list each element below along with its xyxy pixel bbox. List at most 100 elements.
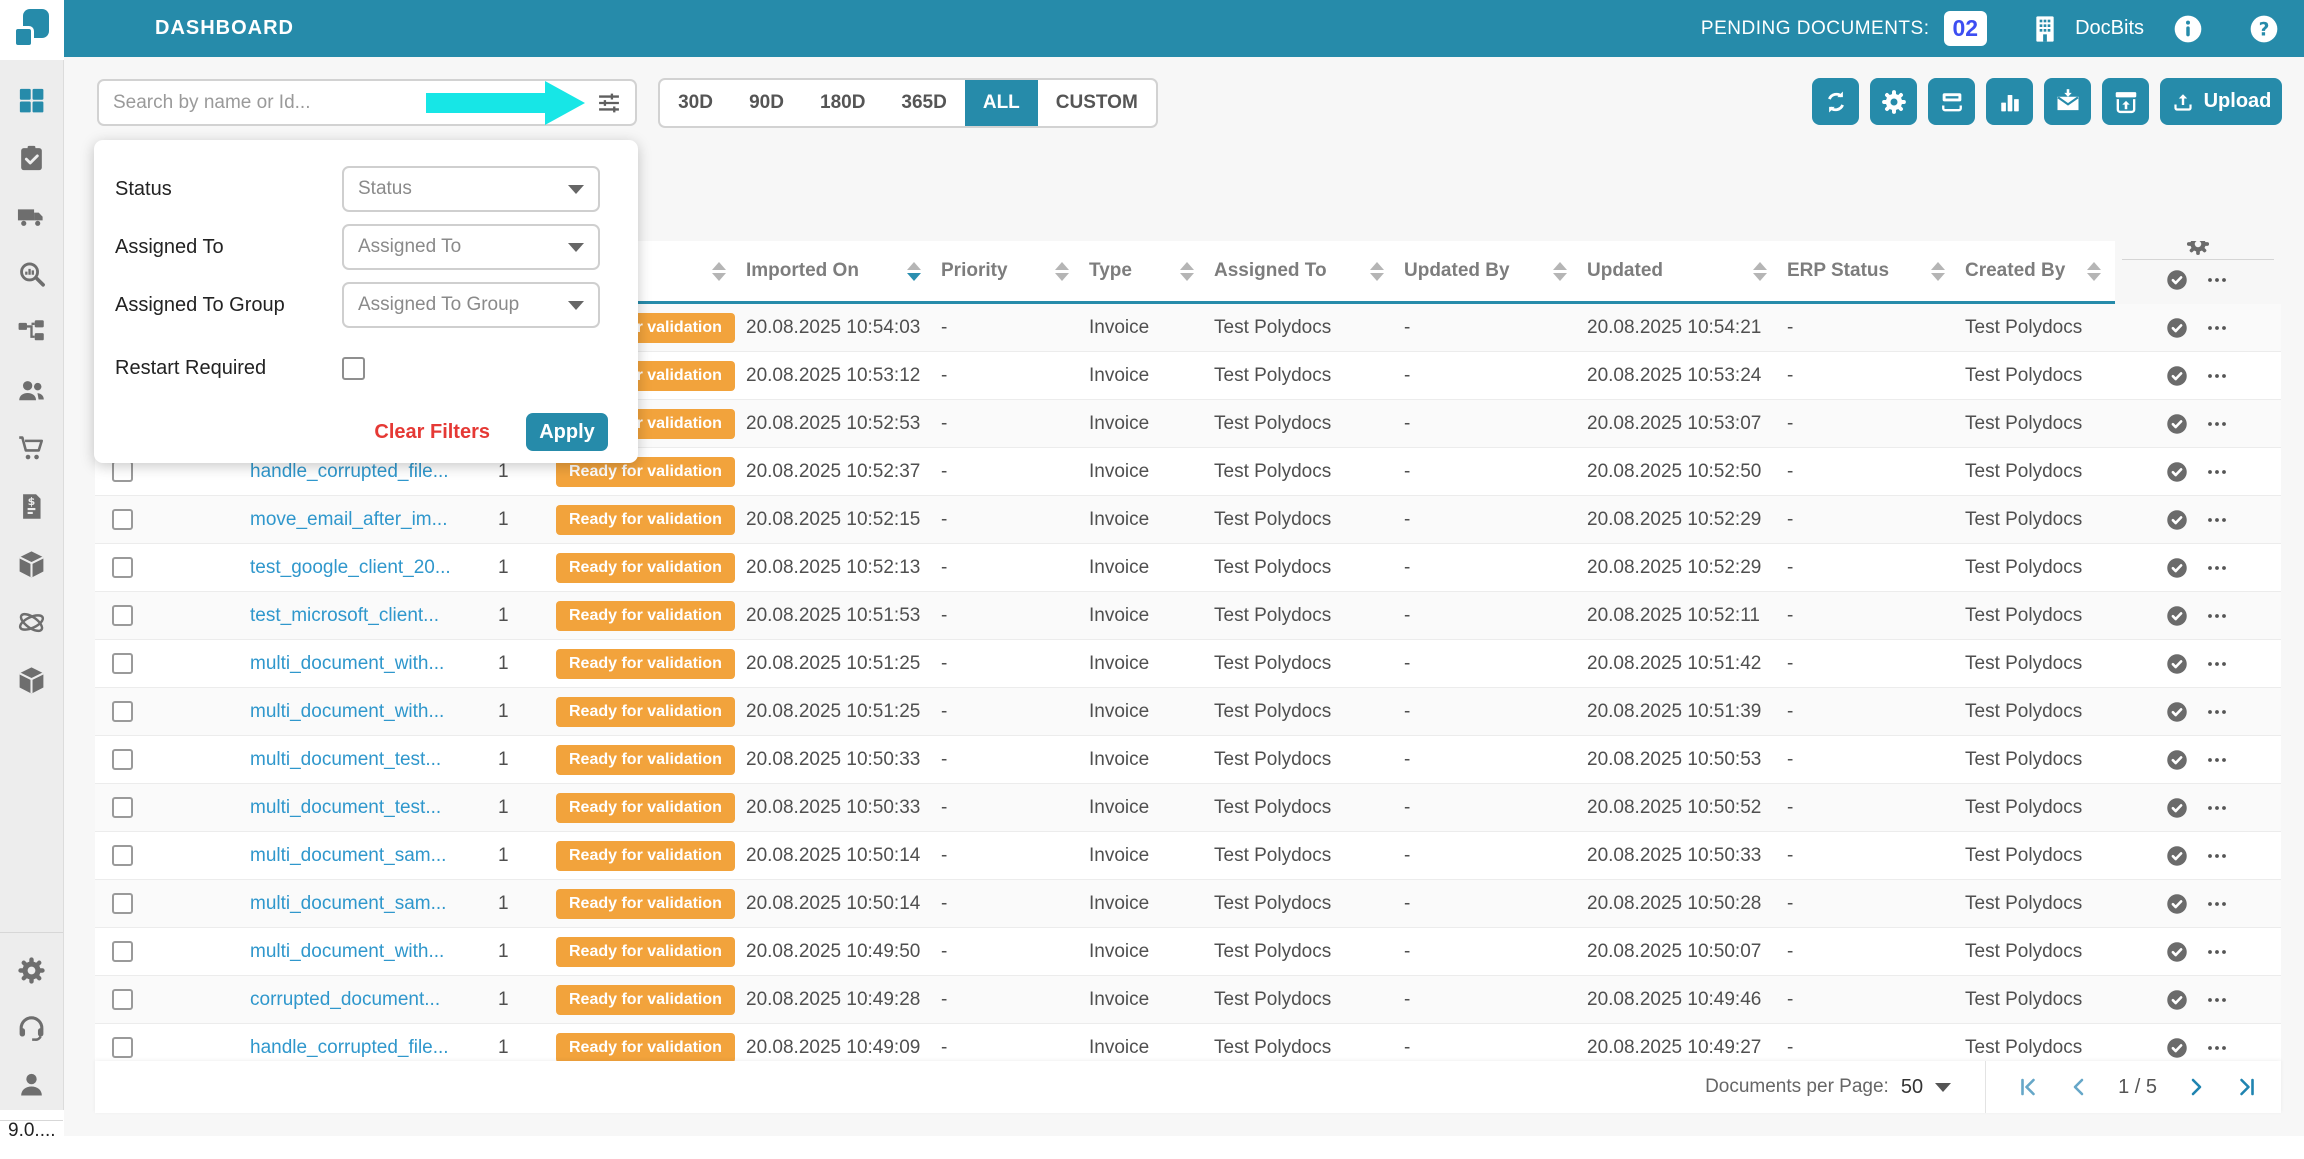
column-header-imported_on[interactable]: Imported On [740,241,935,304]
row-checkbox[interactable] [112,1037,133,1058]
sidebar-item-shipments[interactable] [16,201,47,232]
next-page-button[interactable] [2184,1075,2208,1099]
document-name-link[interactable]: multi_document_test... [250,749,441,771]
row-checkbox[interactable] [112,845,133,866]
seal-check-icon[interactable] [2164,1035,2190,1061]
seal-check-icon[interactable] [2164,651,2190,677]
scan-button[interactable] [1928,78,1975,125]
row-menu-dots-icon[interactable] [2202,940,2232,964]
first-page-button[interactable] [2016,1075,2040,1099]
document-name-link[interactable]: multi_document_with... [250,701,444,723]
row-checkbox[interactable] [112,557,133,578]
seal-check-icon[interactable] [2164,459,2190,485]
seal-check-icon[interactable] [2164,507,2190,533]
row-menu-dots-icon[interactable] [2202,748,2232,772]
column-settings-gear-icon[interactable] [2185,241,2211,256]
seal-check-icon[interactable] [2164,843,2190,869]
seal-check-icon[interactable] [2164,555,2190,581]
sidebar-item-profile[interactable] [16,1069,47,1100]
document-name-link[interactable]: test_microsoft_client... [250,605,439,627]
sort-toggle-icon[interactable] [1553,262,1567,281]
sidebar-item-users[interactable] [16,375,47,406]
document-name-link[interactable]: move_email_after_im... [250,509,447,531]
column-header-updated[interactable]: Updated [1581,241,1781,304]
row-menu-dots-icon[interactable] [2202,268,2232,292]
row-menu-dots-icon[interactable] [2202,412,2232,436]
row-menu-dots-icon[interactable] [2202,652,2232,676]
seal-check-icon[interactable] [2164,363,2190,389]
range-tab-90d[interactable]: 90D [731,80,802,126]
seal-check-icon[interactable] [2164,699,2190,725]
row-checkbox[interactable] [112,941,133,962]
row-menu-dots-icon[interactable] [2202,1036,2232,1060]
filter-tune-icon[interactable] [595,89,623,117]
per-page-value[interactable]: 50 [1901,1076,1923,1099]
range-tab-custom[interactable]: CUSTOM [1038,80,1156,126]
per-page-chevron-down-icon[interactable] [1935,1083,1951,1092]
row-checkbox[interactable] [112,989,133,1010]
row-menu-dots-icon[interactable] [2202,988,2232,1012]
archive-upload-button[interactable] [2102,78,2149,125]
row-menu-dots-icon[interactable] [2202,460,2232,484]
sort-toggle-icon[interactable] [2087,262,2101,281]
row-checkbox[interactable] [112,605,133,626]
restart-required-checkbox[interactable] [342,357,365,380]
filter-select-assigned-to[interactable]: Assigned To [342,224,600,270]
document-name-link[interactable]: multi_document_sam... [250,845,446,867]
sidebar-item-invoices[interactable]: $ [16,491,47,522]
document-name-link[interactable]: multi_document_test... [250,797,441,819]
sort-toggle-icon[interactable] [1753,262,1767,281]
seal-check-icon[interactable] [2164,411,2190,437]
seal-check-icon[interactable] [2164,747,2190,773]
row-menu-dots-icon[interactable] [2202,892,2232,916]
document-name-link[interactable]: multi_document_sam... [250,893,446,915]
range-tab-30d[interactable]: 30D [660,80,731,126]
sidebar-item-integrations[interactable] [16,607,47,638]
sidebar-item-purchase-orders[interactable] [16,433,47,464]
row-checkbox[interactable] [112,701,133,722]
seal-check-icon[interactable] [2164,987,2190,1013]
column-header-updated_by[interactable]: Updated By [1398,241,1581,304]
range-tab-180d[interactable]: 180D [802,80,883,126]
document-name-link[interactable]: multi_document_with... [250,653,444,675]
row-menu-dots-icon[interactable] [2202,844,2232,868]
row-menu-dots-icon[interactable] [2202,604,2232,628]
document-name-link[interactable]: handle_corrupted_file... [250,1037,449,1059]
apply-filters-button[interactable]: Apply [526,413,608,451]
row-menu-dots-icon[interactable] [2202,364,2232,388]
sort-toggle-icon[interactable] [1055,262,1069,281]
row-checkbox[interactable] [112,749,133,770]
sort-toggle-icon[interactable] [1931,262,1945,281]
seal-check-icon[interactable] [2164,267,2190,293]
sidebar-item-dashboard[interactable] [16,85,47,116]
seal-check-icon[interactable] [2164,939,2190,965]
seal-check-icon[interactable] [2164,891,2190,917]
row-menu-dots-icon[interactable] [2202,316,2232,340]
help-icon[interactable]: ? [2248,13,2280,45]
document-name-link[interactable]: multi_document_with... [250,941,444,963]
seal-check-icon[interactable] [2164,315,2190,341]
pending-documents-badge[interactable]: 02 [1944,11,1988,47]
sort-toggle-icon[interactable] [907,262,921,281]
sidebar-item-packages[interactable] [16,549,47,580]
app-logo[interactable] [0,0,64,60]
seal-check-icon[interactable] [2164,603,2190,629]
settings-button[interactable] [1870,78,1917,125]
range-tab-all[interactable]: ALL [965,80,1038,126]
seal-check-icon[interactable] [2164,795,2190,821]
column-header-assigned_to[interactable]: Assigned To [1208,241,1398,304]
document-name-link[interactable]: corrupted_document... [250,989,440,1011]
column-header-priority[interactable]: Priority [935,241,1083,304]
clear-filters-button[interactable]: Clear Filters [374,421,490,444]
sidebar-item-analytics[interactable] [16,259,47,290]
sidebar-item-validation-tasks[interactable] [16,143,47,174]
refresh-button[interactable] [1812,78,1859,125]
row-checkbox[interactable] [112,461,133,482]
row-checkbox[interactable] [112,653,133,674]
sort-toggle-icon[interactable] [712,262,726,281]
filter-select-assigned-to-group[interactable]: Assigned To Group [342,282,600,328]
sort-toggle-icon[interactable] [1180,262,1194,281]
column-header-type[interactable]: Type [1083,241,1208,304]
sidebar-item-workflow[interactable] [16,317,47,348]
statistics-button[interactable] [1986,78,2033,125]
